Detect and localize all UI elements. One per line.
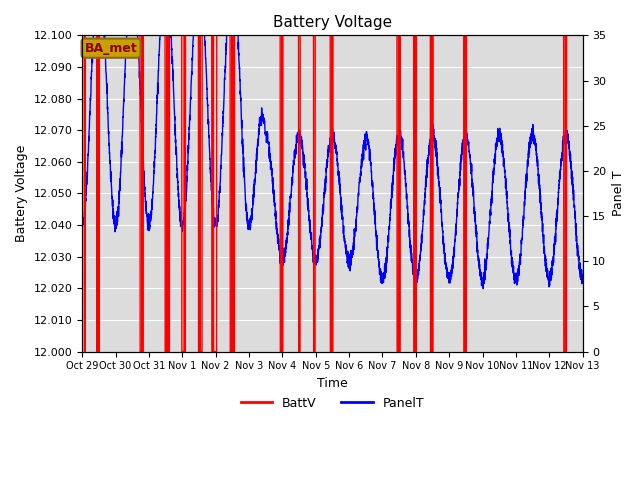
Legend: BattV, PanelT: BattV, PanelT [236,392,429,415]
Title: Battery Voltage: Battery Voltage [273,15,392,30]
X-axis label: Time: Time [317,377,348,390]
PanelT [531,136,539,142]
PanelT [579,277,586,283]
BattV [218,33,226,38]
PanelT [390,167,397,172]
PanelT [78,220,86,226]
PanelT [90,33,97,38]
Text: BA_met: BA_met [84,42,138,55]
BattV [390,33,397,38]
BattV [81,348,88,354]
Line: PanelT: PanelT [82,36,582,288]
Line: BattV: BattV [82,36,582,351]
BattV [579,33,586,38]
BattV [579,33,586,38]
Y-axis label: Battery Voltage: Battery Voltage [15,145,28,242]
BattV [78,33,86,38]
BattV [531,33,539,38]
PanelT [381,268,388,274]
BattV [381,33,388,38]
PanelT [479,286,487,291]
BattV [186,33,193,38]
PanelT [186,119,193,125]
Y-axis label: Panel T: Panel T [612,170,625,216]
PanelT [218,137,226,143]
PanelT [579,275,586,281]
